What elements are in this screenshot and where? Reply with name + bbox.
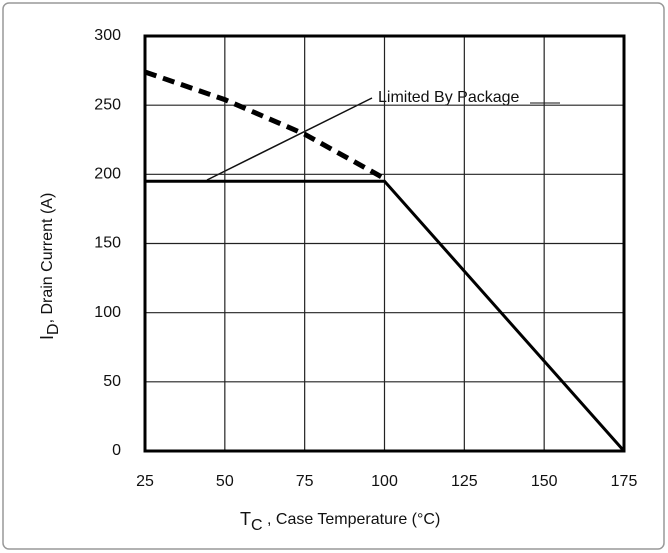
x-tick-label: 75	[296, 473, 314, 490]
x-label-rest: , Case Temperature (°C)	[263, 511, 441, 528]
x-tick-label: 50	[216, 473, 234, 490]
x-tick-label: 175	[611, 473, 638, 490]
y-tick-label: 300	[94, 27, 121, 44]
data-line	[144, 69, 386, 181]
data-line	[145, 179, 626, 452]
x-tick-label: 125	[451, 473, 478, 490]
y-label-main: I	[37, 335, 57, 340]
x-axis-label: TC , Case Temperature (°C)	[240, 509, 440, 534]
y-tick-label: 50	[103, 373, 121, 390]
y-tick-label: 200	[94, 166, 121, 183]
y-tick-label: 150	[94, 235, 121, 252]
x-tick-label: 150	[531, 473, 558, 490]
y-axis-label: ID, Drain Current (A)	[37, 193, 62, 340]
plot-border	[143, 34, 626, 453]
annotation-leader	[206, 97, 373, 181]
y-tick-label: 0	[112, 442, 121, 459]
y-tick-label: 250	[94, 96, 121, 113]
x-label-sub: C	[251, 517, 263, 534]
y-label-sub: D	[45, 323, 62, 335]
x-tick-label: 100	[371, 473, 398, 490]
x-label-main: T	[240, 509, 251, 529]
x-tick-label: 25	[136, 473, 154, 490]
annotation: Limited By Package	[378, 89, 520, 106]
y-tick-label: 100	[94, 304, 121, 321]
y-label-rest: , Drain Current (A)	[39, 193, 56, 324]
